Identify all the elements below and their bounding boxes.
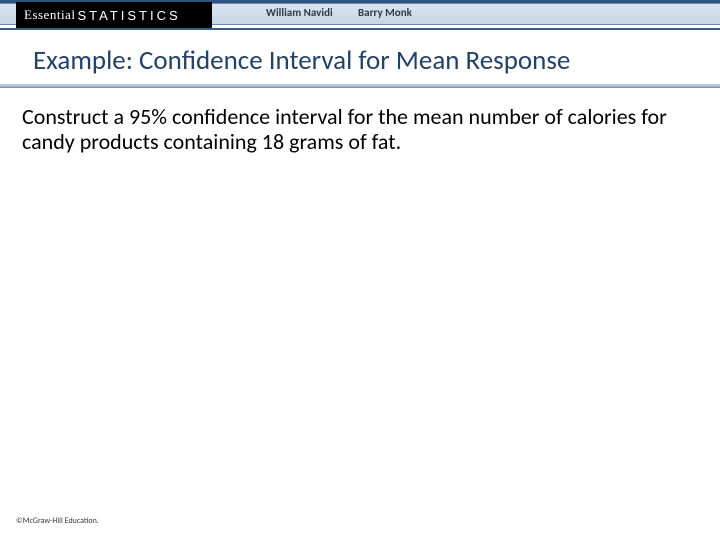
author-2: Barry Monk [358, 6, 412, 19]
slide: Essential STATISTICS William Navidi Barr… [0, 0, 720, 540]
slide-title: Example: Confidence Interval for Mean Re… [33, 44, 693, 77]
brand-sub-text: STATISTICS [77, 8, 180, 23]
brand-box: Essential STATISTICS [16, 2, 212, 28]
brand-main-text: Essential [24, 7, 75, 23]
author-1: William Navidi [266, 6, 333, 19]
header-bottom-rule [0, 28, 720, 30]
body-text: Construct a 95% confidence interval for … [22, 104, 692, 155]
copyright-text: ©McGraw-Hill Education. [16, 516, 99, 526]
title-underline [0, 84, 720, 88]
header-bar: Essential STATISTICS William Navidi Barr… [0, 0, 720, 30]
